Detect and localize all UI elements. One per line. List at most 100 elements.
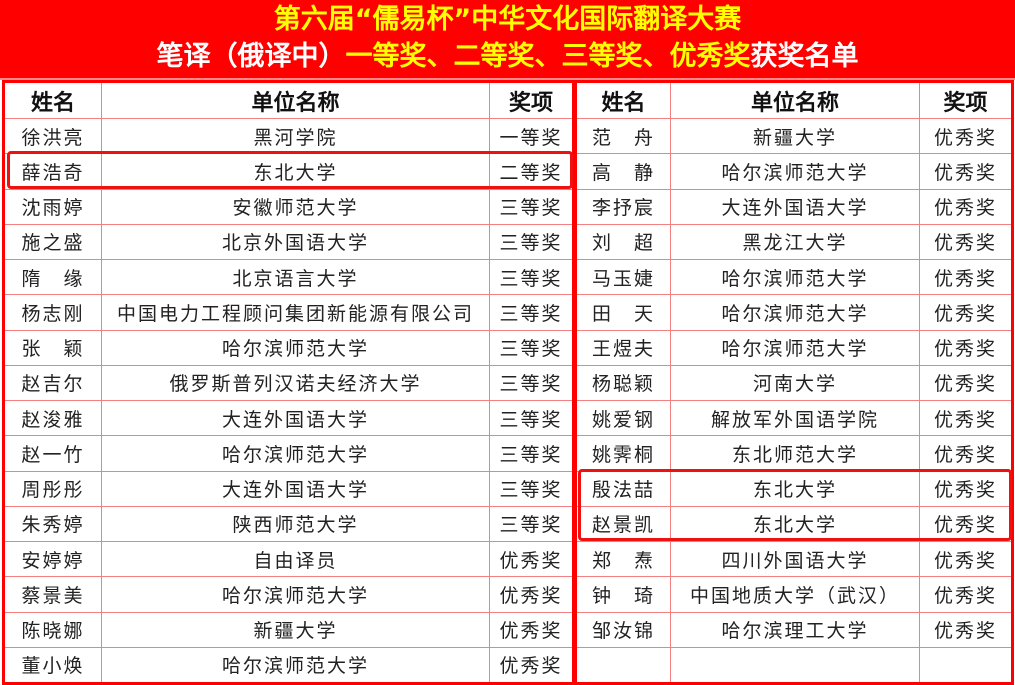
cell-award: 优秀奖 xyxy=(919,258,1013,296)
cell-name: 薛浩奇 xyxy=(3,153,102,190)
table-row: 薛浩奇 东北大学 二等奖 xyxy=(3,153,574,190)
table-row: 马玉婕 哈尔滨师范大学 优秀奖 xyxy=(575,258,1013,296)
cell-name: 安婷婷 xyxy=(3,540,102,578)
cell-name: 董小焕 xyxy=(3,646,102,685)
cell-unit: 安徽师范大学 xyxy=(101,188,490,225)
table-row: 安婷婷 自由译员 优秀奖 xyxy=(3,540,574,578)
table-row: 杨志刚 中国电力工程顾问集团新能源有限公司 三等奖 xyxy=(3,294,574,331)
cell-name: 周彤彤 xyxy=(3,470,102,507)
table-row: 朱秀婷 陕西师范大学 三等奖 xyxy=(3,505,574,543)
cell-name: 邹汝锦 xyxy=(575,611,671,648)
cell-unit: 陕西师范大学 xyxy=(101,505,490,543)
header-name: 姓名 xyxy=(3,81,102,119)
table-row: 董小焕 哈尔滨师范大学 优秀奖 xyxy=(3,646,574,685)
cell-name: 赵一竹 xyxy=(3,435,102,472)
cell-name xyxy=(575,646,671,685)
table-row: 徐洪亮 黑河学院 一等奖 xyxy=(3,117,574,155)
cell-award: 三等奖 xyxy=(489,329,574,366)
cell-unit: 黑龙江大学 xyxy=(670,223,920,261)
cell-name: 郑 焘 xyxy=(575,540,671,578)
cell-award: 优秀奖 xyxy=(919,153,1013,190)
cell-award: 三等奖 xyxy=(489,435,574,472)
cell-unit: 东北大学 xyxy=(101,153,490,190)
table-row: 郑 焘四川外国语大学 优秀奖 xyxy=(575,540,1013,578)
table-row: 赵浚雅 大连外国语大学 三等奖 xyxy=(3,399,574,437)
table-row: 杨聪颖 河南大学 优秀奖 xyxy=(575,364,1013,402)
cell-unit: 哈尔滨师范大学 xyxy=(101,576,490,613)
cell-name: 范 舟 xyxy=(575,117,671,155)
table-row: 隋 缘北京语言大学 三等奖 xyxy=(3,258,574,296)
cell-name: 沈雨婷 xyxy=(3,188,102,225)
cell-unit: 河南大学 xyxy=(670,364,920,402)
cell-award: 优秀奖 xyxy=(489,576,574,613)
cell-name: 钟 琦 xyxy=(575,576,671,613)
cell-award: 优秀奖 xyxy=(489,540,574,578)
header-unit: 单位名称 xyxy=(101,81,490,119)
table-row xyxy=(575,646,1013,685)
table-row: 王煜夫 哈尔滨师范大学 优秀奖 xyxy=(575,329,1013,366)
table-row: 赵吉尔 俄罗斯普列汉诺夫经济大学 三等奖 xyxy=(3,364,574,402)
award-table-left: 姓名 单位名称 奖项 徐洪亮 黑河学院 一等奖 薛浩奇 东北大学 二等奖 沈雨婷 安徽师范大学… xyxy=(2,80,575,685)
cell-award: 二等奖 xyxy=(489,153,574,190)
table-row: 范 舟新疆大学 优秀奖 xyxy=(575,117,1013,155)
cell-unit: 北京语言大学 xyxy=(101,258,490,296)
cell-unit: 俄罗斯普列汉诺夫经济大学 xyxy=(101,364,490,402)
cell-name: 朱秀婷 xyxy=(3,505,102,543)
cell-unit: 中国地质大学（武汉） xyxy=(670,576,920,613)
cell-unit: 哈尔滨师范大学 xyxy=(101,329,490,366)
cell-award: 优秀奖 xyxy=(919,364,1013,402)
cell-name: 姚爱钢 xyxy=(575,399,671,437)
cell-unit: 新疆大学 xyxy=(101,611,490,648)
title-awards: 一等奖、二等奖、三等奖、优秀奖 xyxy=(345,41,751,72)
cell-name: 隋 缘 xyxy=(3,258,102,296)
cell-name: 赵浚雅 xyxy=(3,399,102,437)
table-row: 周彤彤 大连外国语大学 三等奖 xyxy=(3,470,574,507)
cell-award: 优秀奖 xyxy=(919,540,1013,578)
cell-name: 赵景凯 xyxy=(575,505,671,543)
cell-unit: 哈尔滨师范大学 xyxy=(101,435,490,472)
cell-name: 高 静 xyxy=(575,153,671,190)
cell-award: 三等奖 xyxy=(489,364,574,402)
title-line-1: 第六届“儒易杯”中华文化国际翻译大赛 xyxy=(273,4,742,35)
table-header: 姓名 单位名称 奖项 xyxy=(3,81,574,119)
cell-award: 优秀奖 xyxy=(919,117,1013,155)
cell-award: 三等奖 xyxy=(489,223,574,261)
cell-award: 优秀奖 xyxy=(919,399,1013,437)
cell-unit: 黑河学院 xyxy=(101,117,490,155)
header-unit: 单位名称 xyxy=(670,81,920,119)
cell-award: 优秀奖 xyxy=(919,611,1013,648)
award-table-right: 姓名 单位名称 奖项 范 舟新疆大学 优秀奖高 静哈尔滨师范大学 优秀奖 李抒宸 大连外… xyxy=(574,80,1014,685)
cell-unit: 四川外国语大学 xyxy=(670,540,920,578)
cell-award: 优秀奖 xyxy=(919,505,1013,543)
cell-unit: 哈尔滨师范大学 xyxy=(670,153,920,190)
cell-unit: 大连外国语大学 xyxy=(101,470,490,507)
cell-unit: 哈尔滨理工大学 xyxy=(670,611,920,648)
cell-award: 三等奖 xyxy=(489,188,574,225)
cell-award: 三等奖 xyxy=(489,505,574,543)
cell-unit: 哈尔滨师范大学 xyxy=(670,329,920,366)
table-row: 张 颖哈尔滨师范大学 三等奖 xyxy=(3,329,574,366)
cell-award: 优秀奖 xyxy=(919,329,1013,366)
title-category: 笔译（俄译中） xyxy=(156,41,346,72)
title-banner: 第六届“儒易杯”中华文化国际翻译大赛 笔译（俄译中）一等奖、二等奖、三等奖、优秀… xyxy=(0,0,1015,80)
cell-unit: 东北大学 xyxy=(670,505,920,543)
table-row: 赵景凯 东北大学 优秀奖 xyxy=(575,505,1013,543)
cell-name: 杨志刚 xyxy=(3,294,102,331)
cell-name: 王煜夫 xyxy=(575,329,671,366)
cell-award: 三等奖 xyxy=(489,258,574,296)
cell-unit: 解放军外国语学院 xyxy=(670,399,920,437)
table-header: 姓名 单位名称 奖项 xyxy=(575,81,1013,119)
table-row: 蔡景美 哈尔滨师范大学 优秀奖 xyxy=(3,576,574,613)
cell-name: 马玉婕 xyxy=(575,258,671,296)
table-row: 刘 超黑龙江大学 优秀奖 xyxy=(575,223,1013,261)
cell-unit: 北京外国语大学 xyxy=(101,223,490,261)
cell-award: 三等奖 xyxy=(489,470,574,507)
cell-unit: 中国电力工程顾问集团新能源有限公司 xyxy=(101,294,490,331)
cell-award: 优秀奖 xyxy=(489,611,574,648)
table-row: 姚霁桐 东北师范大学 优秀奖 xyxy=(575,435,1013,472)
cell-unit: 哈尔滨师范大学 xyxy=(670,294,920,331)
table-row: 姚爱钢 解放军外国语学院 优秀奖 xyxy=(575,399,1013,437)
table-row: 施之盛 北京外国语大学 三等奖 xyxy=(3,223,574,261)
cell-award xyxy=(919,646,1013,685)
table-row: 赵一竹 哈尔滨师范大学 三等奖 xyxy=(3,435,574,472)
